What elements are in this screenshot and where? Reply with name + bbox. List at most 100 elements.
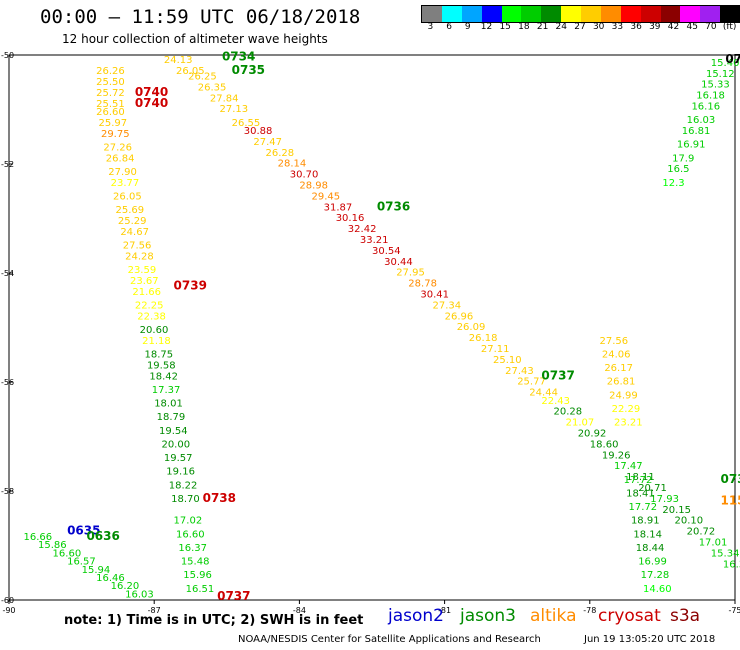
swh-value-jason3: 17.01 bbox=[699, 538, 728, 549]
legend-swatch bbox=[521, 6, 542, 22]
swh-value-cryosat: 20.00 bbox=[161, 439, 190, 450]
lat-tick-label: -54 bbox=[1, 269, 14, 278]
swh-value-cryosat: 16.37 bbox=[178, 543, 207, 554]
swh-value-cryosat: 16.51 bbox=[186, 584, 215, 595]
credit-line: NOAA/NESDIS Center for Satellite Applica… bbox=[238, 634, 541, 645]
swh-value-jason3: 30.16 bbox=[336, 213, 365, 224]
swh-value-cryosat: 27.26 bbox=[103, 142, 132, 153]
swh-value-cryosat: 25.69 bbox=[115, 205, 144, 216]
legend-swatch bbox=[441, 6, 462, 22]
generated-timestamp: Jun 19 13:05:20 UTC 2018 bbox=[584, 634, 716, 645]
pass-time-label: 0740 bbox=[135, 96, 168, 110]
swh-value-altika: 24.06 bbox=[602, 349, 631, 360]
swh-value-jason3: 29.45 bbox=[312, 191, 341, 202]
axis-ticks: -90 -87 -84 -81 -78 -75-50-52-54-56-58-60 bbox=[1, 51, 740, 615]
swh-value-altika: 23.21 bbox=[614, 418, 643, 429]
swh-value-jason3: 27.43 bbox=[505, 366, 534, 377]
pass-time-label: 0635 bbox=[67, 524, 100, 538]
satellite-s3a: s3a bbox=[670, 606, 701, 626]
swh-value-jason3: 25.77 bbox=[517, 377, 546, 388]
swh-value-jason3: 26.35 bbox=[198, 82, 227, 93]
swh-value-altika: 26.81 bbox=[607, 377, 636, 388]
swh-value-altika: 18.41 bbox=[626, 488, 655, 499]
swh-value-cryosat: 19.57 bbox=[164, 453, 193, 464]
swh-value-jason3: 30.41 bbox=[420, 290, 449, 301]
legend-swatch bbox=[620, 6, 641, 22]
swh-value-cryosat: 24.67 bbox=[120, 227, 149, 238]
legend-label: 27 bbox=[574, 22, 586, 32]
swh-value-cryosat: 29.75 bbox=[101, 129, 130, 140]
swh-value-altika: 18.14 bbox=[633, 529, 662, 540]
legend-swatch bbox=[422, 6, 442, 22]
pass-time-label: 0737 bbox=[217, 589, 250, 603]
swh-value-jason3: 19.26 bbox=[602, 450, 631, 461]
swh-value-jason3: 26.55 bbox=[232, 118, 261, 129]
swh-value-cryosat: 27.90 bbox=[108, 167, 137, 178]
legend-swatch bbox=[680, 6, 701, 22]
swh-value-cryosat: 23.77 bbox=[111, 178, 140, 189]
swh-value-s3a: 16.91 bbox=[677, 140, 706, 151]
page-subtitle: 12 hour collection of altimeter wave hei… bbox=[62, 32, 328, 46]
pass-time-label: 0738 bbox=[203, 491, 236, 505]
swh-value-jason2: 16.66 bbox=[24, 532, 53, 543]
swh-value-jason2: 15.94 bbox=[82, 565, 111, 576]
legend-label: 18 bbox=[518, 22, 530, 32]
swh-value-jason3: 26.09 bbox=[457, 322, 486, 333]
satellite-cryosat: cryosat bbox=[598, 606, 661, 626]
swh-value-jason3: 26.18 bbox=[469, 333, 498, 344]
lat-tick-label: -60 bbox=[1, 596, 14, 605]
swh-value-jason3: 27.84 bbox=[210, 93, 239, 104]
swh-value-jason3: 26.96 bbox=[445, 311, 474, 322]
swh-value-cryosat: 26.26 bbox=[96, 66, 125, 77]
swh-value-jason3: 27.95 bbox=[396, 268, 425, 279]
swh-value-cryosat: 22.38 bbox=[137, 311, 166, 322]
swh-value-jason3: 30.88 bbox=[244, 126, 273, 137]
swh-value-jason3: 18.60 bbox=[590, 439, 619, 450]
swh-value-jason3: 24.13 bbox=[164, 55, 193, 66]
legend-label: 15 bbox=[499, 22, 511, 32]
lon-tick-label: -78 bbox=[583, 606, 596, 615]
swh-value-jason3: 28.14 bbox=[278, 159, 307, 170]
swh-value-cryosat: 25.51 bbox=[96, 99, 125, 110]
swh-value-cryosat: 19.54 bbox=[159, 426, 188, 437]
swh-value-cryosat: 25.50 bbox=[96, 77, 125, 88]
swh-value-altika: 26.17 bbox=[604, 363, 633, 374]
legend-swatch bbox=[700, 6, 721, 22]
swh-value-jason2: 16.60 bbox=[53, 548, 82, 559]
swh-value-jason3: 27.47 bbox=[253, 137, 282, 148]
swh-value-cryosat: 23.59 bbox=[128, 265, 157, 276]
swh-value-jason2: 16.46 bbox=[96, 573, 125, 584]
satellite-jason2: jason2 bbox=[388, 606, 444, 626]
swh-value-cryosat: 21.66 bbox=[132, 287, 161, 298]
swh-value-s3a: 16.03 bbox=[687, 115, 716, 126]
satellite-altika: altika bbox=[530, 606, 577, 626]
swh-value-jason2: 16.57 bbox=[67, 557, 96, 568]
swh-value-cryosat: 18.22 bbox=[169, 480, 198, 491]
legend-swatch bbox=[541, 6, 562, 22]
legend-label: 70 bbox=[705, 22, 717, 32]
swh-value-cryosat: 15.48 bbox=[181, 557, 210, 568]
legend-label: 9 bbox=[464, 22, 471, 32]
swh-value-jason3: 20.28 bbox=[554, 407, 583, 418]
swh-value-altika: 17.72 bbox=[624, 475, 653, 486]
swh-value-jason3: 21.07 bbox=[566, 418, 595, 429]
swh-value-jason3: 24.44 bbox=[529, 388, 558, 399]
lat-tick-label: -50 bbox=[1, 51, 14, 60]
swh-value-cryosat: 23.67 bbox=[130, 276, 159, 287]
footer-note: note: 1) Time is in UTC; 2) SWH is in fe… bbox=[64, 613, 364, 628]
swh-value-jason3: 30.70 bbox=[290, 170, 319, 181]
swh-value-jason3: 30.54 bbox=[372, 246, 401, 257]
lat-tick-label: -58 bbox=[1, 487, 14, 496]
legend-label: 6 bbox=[446, 22, 452, 32]
lon-tick-label: -75 bbox=[728, 606, 740, 615]
swh-value-cryosat: 26.60 bbox=[96, 107, 125, 118]
map-frame bbox=[8, 54, 736, 601]
swh-value-s3a: 15.40 bbox=[711, 58, 740, 69]
swh-value-cryosat: 18.42 bbox=[149, 371, 178, 382]
swh-value-jason3: 17.47 bbox=[614, 461, 643, 472]
pass-time-label: 0736 bbox=[377, 199, 410, 213]
legend-label: (ft) bbox=[722, 22, 737, 32]
pass-time-label: 0734 bbox=[725, 52, 740, 66]
swh-value-jason3: 33.21 bbox=[360, 235, 389, 246]
